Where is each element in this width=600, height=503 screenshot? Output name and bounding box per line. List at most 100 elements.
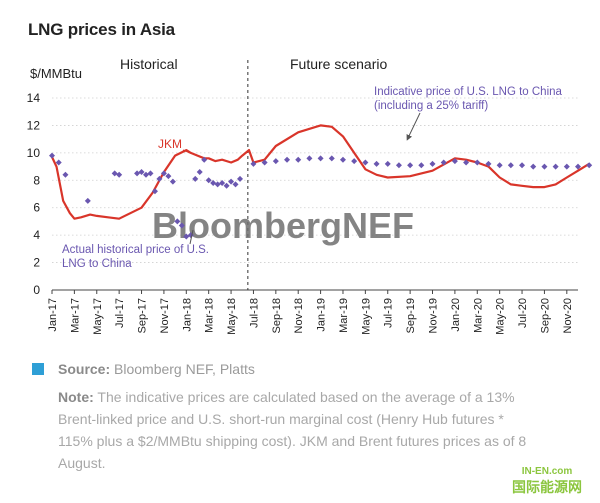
diamond-point bbox=[563, 163, 570, 170]
diamond-point bbox=[183, 233, 190, 240]
diamond-point bbox=[351, 158, 358, 165]
y-tick-label: 4 bbox=[33, 228, 40, 242]
x-tick-label: Jul-18 bbox=[248, 298, 260, 328]
diamond-point bbox=[147, 170, 154, 177]
x-tick-label: Sep-17 bbox=[137, 298, 149, 333]
x-tick-label: Sep-20 bbox=[539, 298, 551, 333]
diamond-point bbox=[174, 218, 181, 225]
actual-price-annotation: Actual historical price of U.S. LNG to C… bbox=[62, 244, 209, 270]
diamond-point bbox=[418, 162, 425, 169]
diamond-point bbox=[440, 159, 447, 166]
x-tick-label: Sep-18 bbox=[271, 298, 283, 333]
diamond-point bbox=[201, 156, 208, 163]
diamond-point bbox=[250, 160, 257, 167]
y-tick-labels: 0 2 4 6 8 10 12 14 bbox=[27, 91, 41, 297]
x-tick-label: Nov-18 bbox=[293, 298, 305, 333]
future-scenario-section-label: Future scenario bbox=[290, 56, 387, 72]
x-tick-label: Jan-17 bbox=[47, 298, 59, 332]
diamond-point bbox=[228, 178, 235, 185]
indicative-price-annotation: Indicative price of U.S. LNG to China (i… bbox=[374, 86, 562, 112]
y-tick-label: 0 bbox=[33, 283, 40, 297]
diamond-point bbox=[143, 171, 150, 178]
diamond-point bbox=[295, 156, 302, 163]
x-tick-label: Nov-20 bbox=[562, 298, 574, 333]
x-tick-label: May-19 bbox=[360, 298, 372, 335]
historical-section-label: Historical bbox=[120, 56, 178, 72]
series-layer bbox=[49, 124, 593, 240]
diamond-point bbox=[284, 156, 291, 163]
bloombergnef-watermark: BloombergNEF bbox=[152, 205, 414, 246]
logo-bottom-text: 国际能源网 bbox=[512, 479, 582, 495]
diamond-point bbox=[373, 160, 380, 167]
gridlines bbox=[52, 97, 578, 291]
jkm-leader-line bbox=[182, 149, 191, 154]
diamond-point bbox=[552, 163, 559, 170]
diamond-point bbox=[111, 170, 118, 177]
diamond-point bbox=[196, 169, 203, 176]
diamond-point bbox=[575, 163, 581, 170]
diamond-point bbox=[586, 162, 593, 169]
diamond-point bbox=[317, 155, 324, 162]
y-tick-label: 6 bbox=[33, 201, 40, 215]
diamond-point bbox=[407, 162, 414, 169]
note-text: Note: The indicative prices are calculat… bbox=[58, 389, 527, 471]
diamond-point bbox=[84, 197, 91, 204]
jkm-series-line bbox=[51, 124, 590, 220]
jkm-label: JKM bbox=[158, 137, 182, 151]
actual-us-lng-series bbox=[49, 152, 244, 240]
diamond-point bbox=[519, 162, 526, 169]
y-tick-label: 12 bbox=[27, 118, 41, 132]
diamond-point bbox=[116, 171, 123, 178]
y-tick-label: 2 bbox=[33, 256, 40, 270]
diamond-point bbox=[451, 158, 458, 165]
diamond-point bbox=[463, 159, 470, 166]
x-tick-label: Jul-20 bbox=[517, 298, 529, 328]
diamond-point bbox=[169, 178, 176, 185]
diamond-point bbox=[485, 160, 492, 167]
diamond-point bbox=[214, 181, 221, 188]
diamond-point bbox=[530, 163, 537, 170]
diamond-point bbox=[165, 173, 172, 180]
lng-price-chart: $/MMBtu 0 2 4 6 8 10 12 14 Jan-17 Mar-17 May-17 Ju… bbox=[27, 56, 593, 335]
diamond-point bbox=[192, 175, 199, 182]
diamond-point bbox=[134, 170, 141, 177]
diamond-point bbox=[223, 182, 230, 189]
diamond-point bbox=[362, 159, 369, 166]
x-tick-label: Mar-18 bbox=[204, 298, 216, 333]
diamond-point bbox=[496, 162, 503, 169]
diamond-point bbox=[55, 159, 62, 166]
in-en-logo: IN-EN.com 国际能源网 bbox=[512, 466, 582, 497]
diamond-point bbox=[541, 163, 548, 170]
diamond-point bbox=[429, 160, 436, 167]
x-tick-label: Jul-19 bbox=[383, 298, 395, 328]
diamond-point bbox=[49, 152, 55, 159]
y-tick-label: 10 bbox=[27, 146, 41, 160]
diamond-point bbox=[219, 180, 226, 187]
diamond-point bbox=[272, 158, 279, 165]
diamond-point bbox=[232, 181, 239, 188]
y-axis-label: $/MMBtu bbox=[30, 66, 82, 81]
x-tick-label: Jul-17 bbox=[114, 298, 126, 328]
x-tick-label: May-17 bbox=[92, 298, 104, 335]
diamond-point bbox=[138, 169, 145, 176]
diamond-point bbox=[395, 162, 402, 169]
x-tick-label: Mar-17 bbox=[69, 298, 81, 333]
diamond-point bbox=[328, 155, 335, 162]
diamond-point bbox=[261, 159, 268, 166]
diamond-point bbox=[151, 188, 158, 195]
x-tick-label: Jan-20 bbox=[450, 298, 462, 332]
indicative-us-lng-series bbox=[250, 155, 593, 170]
x-tick-labels: Jan-17 Mar-17 May-17 Jul-17 Sep-17 Nov-17 Jan-… bbox=[47, 290, 574, 335]
diamond-point bbox=[237, 175, 244, 182]
x-tick-label: Jan-19 bbox=[316, 298, 328, 332]
diamond-point bbox=[507, 162, 514, 169]
diamond-point bbox=[62, 171, 69, 178]
chart-title: LNG prices in Asia bbox=[28, 20, 175, 39]
source-bullet-icon bbox=[32, 363, 44, 375]
diamond-point bbox=[339, 156, 346, 163]
logo-top-text: IN-EN.com bbox=[521, 466, 573, 477]
indicative-arrow bbox=[406, 112, 421, 141]
source-row: Source: Bloomberg NEF, Platts bbox=[32, 361, 255, 377]
x-tick-label: Sep-19 bbox=[405, 298, 417, 333]
diamond-point bbox=[178, 222, 185, 229]
